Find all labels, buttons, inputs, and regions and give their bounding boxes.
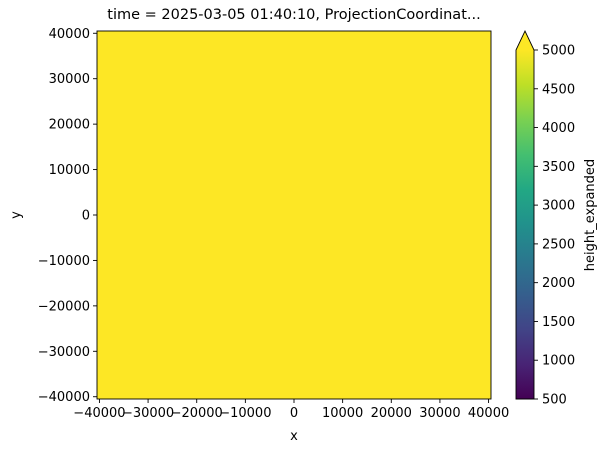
colorbar-tick-label: 2500 — [542, 237, 575, 252]
colorbar-tick-label: 3500 — [542, 160, 575, 175]
colorbar-extend-max-triangle — [516, 31, 534, 50]
colorbar-tick-label: 4000 — [542, 121, 575, 136]
y-tick-label: 20000 — [49, 118, 90, 133]
x-tick-label: −20000 — [171, 406, 223, 421]
x-axis-label: x — [290, 429, 298, 444]
y-axis: −40000 −30000 −20000 −10000 0 10000 20000 30000… — [38, 27, 97, 405]
colorbar-gradient — [516, 50, 534, 399]
colorbar-tick-label: 5000 — [542, 44, 575, 59]
chart-title: time = 2025-03-05 01:40:10, ProjectionCo… — [107, 7, 480, 23]
colorbar: 500100015002000250030003500400045005000 … — [515, 29, 598, 408]
colorbar-tick-label: 1000 — [542, 354, 575, 369]
colorbar-axis: 500 1000 1500 2000 2500 3000 3500 4000 4500 5000 — [534, 44, 575, 408]
y-tick-label: −40000 — [38, 390, 90, 405]
x-tick-label: 30000 — [419, 406, 460, 421]
colorbar-tick-label: 4500 — [542, 82, 575, 97]
x-tick-label: −40000 — [73, 406, 125, 421]
y-tick-label: −30000 — [38, 345, 90, 360]
y-tick-label: −20000 — [38, 299, 90, 314]
x-tick-label: −10000 — [219, 406, 271, 421]
colorbar-tick-label: 1500 — [542, 315, 575, 330]
colorbar-label: height_expanded — [583, 159, 598, 271]
y-tick-label: 0 — [82, 209, 90, 224]
y-tick-label: 40000 — [49, 27, 90, 42]
colorbar-tick-label: 500 — [542, 393, 567, 408]
y-axis-label: y — [9, 211, 24, 219]
x-tick-label: −30000 — [122, 406, 174, 421]
y-tick-label: 10000 — [49, 163, 90, 178]
x-tick-label: 40000 — [468, 406, 509, 421]
heatmap-field — [97, 31, 491, 399]
x-tick-label: 20000 — [371, 406, 412, 421]
x-axis: −40000−30000−20000−10000 0 10000 20000 30000… — [73, 399, 509, 421]
y-tick-label: 30000 — [49, 72, 90, 87]
colorbar-outline — [515, 29, 535, 400]
x-tick-label: 10000 — [322, 406, 363, 421]
colorbar-tick-label: 2000 — [542, 276, 575, 291]
y-tick-label: −10000 — [38, 254, 90, 269]
x-tick-label: 0 — [290, 406, 298, 421]
colorbar-tick-label: 3000 — [542, 199, 575, 214]
